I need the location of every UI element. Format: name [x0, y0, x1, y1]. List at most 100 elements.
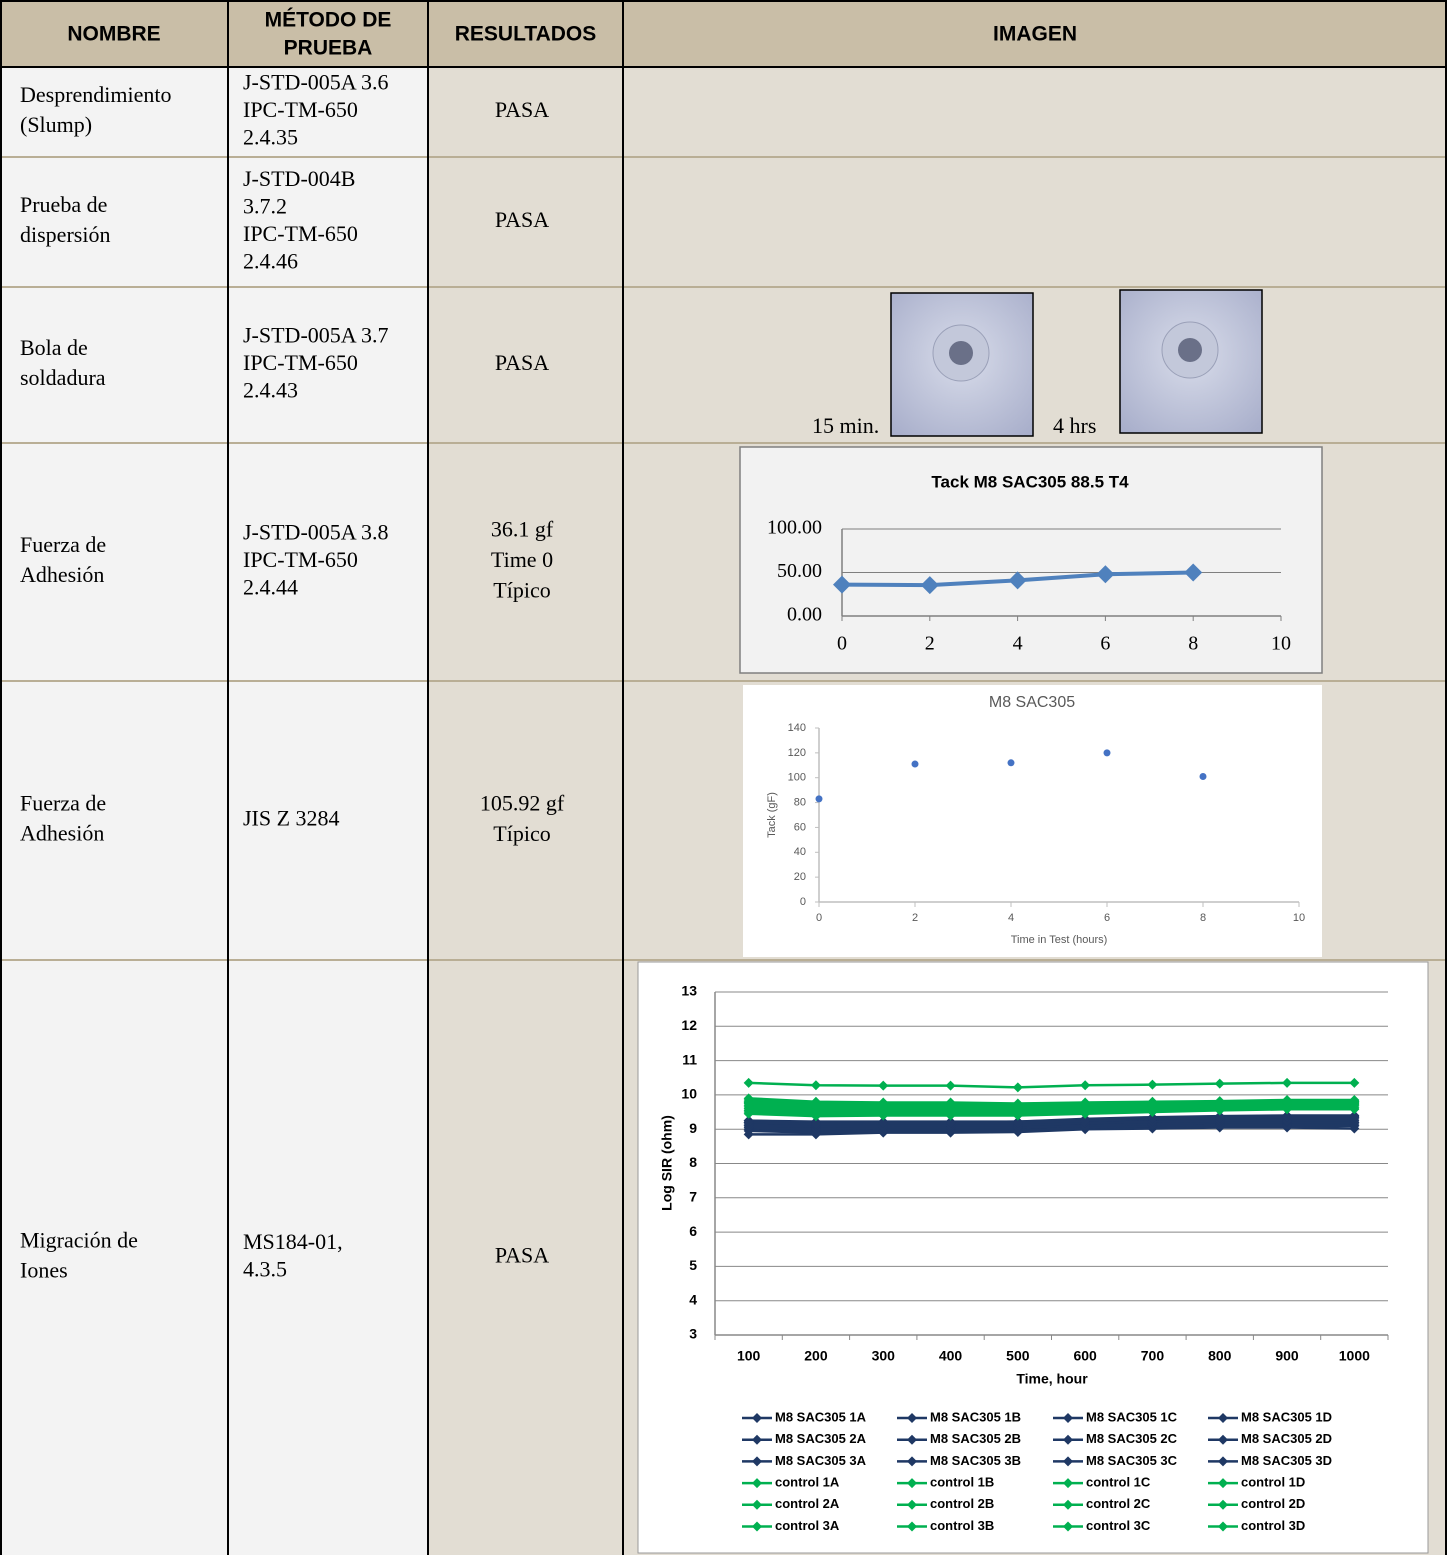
y-tick-label: 4 [689, 1291, 697, 1307]
x-tick-label: 800 [1208, 1348, 1232, 1364]
y-tick-label: 40 [794, 846, 806, 858]
result-cell: Time 0 [491, 547, 553, 572]
name-cell: Prueba de [20, 192, 107, 217]
y-tick-label: 6 [689, 1223, 697, 1239]
x-tick-label: 600 [1073, 1348, 1097, 1364]
cell-bg [428, 157, 1447, 287]
x-tick-label: 10 [1293, 912, 1305, 924]
y-tick-label: 10 [681, 1086, 697, 1102]
method-cell: J-STD-005A 3.7 [243, 323, 388, 348]
x-tick-label: 6 [1104, 912, 1110, 924]
header-cell: PRUEBA [284, 37, 373, 60]
legend-label: control 2C [1086, 1496, 1151, 1511]
legend-label: control 3D [1241, 1518, 1305, 1533]
point [912, 761, 919, 768]
x-tick-label: 2 [912, 912, 918, 924]
x-tick-label: 4 [1013, 633, 1023, 655]
method-cell: IPC-TM-650 [243, 350, 358, 375]
legend-label: M8 SAC305 1B [930, 1409, 1021, 1424]
legend-label: control 3B [930, 1518, 994, 1533]
legend-label: M8 SAC305 3D [1241, 1453, 1332, 1468]
x-tick-label: 10 [1271, 633, 1291, 655]
y-tick-label: 20 [794, 871, 806, 883]
photo-ball [949, 341, 973, 365]
legend-label: control 1A [775, 1475, 840, 1490]
x-axis-title: Time, hour [1016, 1371, 1088, 1387]
x-tick-label: 500 [1006, 1348, 1030, 1364]
y-tick-label: 3 [689, 1326, 697, 1342]
x-tick-label: 6 [1100, 633, 1110, 655]
page: NOMBREMÉTODO DEPRUEBARESULTADOSIMAGENDes… [0, 0, 1447, 1555]
x-tick-label: 2 [925, 633, 935, 655]
y-tick-label: 80 [794, 796, 806, 808]
result-cell: Típico [493, 821, 550, 846]
method-cell: MS184-01, [243, 1229, 343, 1254]
method-cell: 2.4.46 [243, 248, 298, 273]
caption: 4 hrs [1053, 413, 1096, 438]
result-cell: Típico [493, 578, 550, 603]
y-tick-label: 12 [681, 1017, 697, 1033]
y-tick-label: 13 [681, 983, 697, 999]
point [816, 795, 823, 802]
legend-label: M8 SAC305 1C [1086, 1409, 1178, 1424]
legend-label: control 2A [775, 1496, 840, 1511]
method-cell: J-STD-004B [243, 166, 355, 191]
result-cell: 36.1 gf [491, 517, 554, 542]
legend-label: M8 SAC305 2D [1241, 1431, 1332, 1446]
legend-label: control 3A [775, 1518, 840, 1533]
method-cell: IPC-TM-650 [243, 547, 358, 572]
header-cell: NOMBRE [67, 23, 160, 46]
x-tick-label: 1000 [1339, 1348, 1370, 1364]
x-tick-label: 900 [1275, 1348, 1299, 1364]
legend-label: M8 SAC305 3B [930, 1453, 1021, 1468]
result-cell: PASA [495, 1243, 549, 1268]
name-cell: Adhesión [20, 821, 104, 846]
name-cell: Bola de [20, 335, 88, 360]
header-bg [0, 0, 1447, 67]
name-cell: Iones [20, 1258, 68, 1283]
legend-label: M8 SAC305 2B [930, 1431, 1021, 1446]
header-cell: RESULTADOS [455, 23, 597, 46]
legend-label: M8 SAC305 2C [1086, 1431, 1178, 1446]
y-tick-label: 140 [788, 722, 806, 734]
y-axis-title: Tack (gF) [766, 792, 778, 838]
chart-frame [743, 685, 1322, 957]
name-cell: Desprendimiento [20, 82, 172, 107]
legend-label: M8 SAC305 3C [1086, 1453, 1178, 1468]
y-tick-label: 11 [682, 1051, 697, 1067]
chart-title: M8 SAC305 [989, 694, 1075, 711]
y-tick-label: 5 [689, 1257, 697, 1273]
result-cell: PASA [495, 350, 549, 375]
result-cell: PASA [495, 97, 549, 122]
method-cell: 2.4.43 [243, 378, 298, 403]
y-tick-label: 100.00 [767, 517, 822, 539]
cell-bg [428, 67, 1447, 157]
x-tick-label: 100 [737, 1348, 761, 1364]
legend-label: control 1D [1241, 1475, 1305, 1490]
point [1008, 759, 1015, 766]
method-cell: 3.7.2 [243, 193, 287, 218]
photo-ball [1178, 338, 1202, 362]
name-cell: Adhesión [20, 562, 104, 587]
method-cell: 4.3.5 [243, 1256, 287, 1281]
method-cell: 2.4.35 [243, 125, 298, 150]
point [1104, 749, 1111, 756]
x-tick-label: 400 [939, 1348, 963, 1364]
y-tick-label: 7 [689, 1189, 697, 1205]
legend-label: control 2D [1241, 1496, 1305, 1511]
y-tick-label: 0.00 [787, 604, 822, 626]
legend-label: control 2B [930, 1496, 994, 1511]
method-cell: JIS Z 3284 [243, 806, 340, 831]
x-tick-label: 0 [816, 912, 822, 924]
chart-title: Tack M8 SAC305 88.5 T4 [931, 472, 1129, 491]
result-cell: 105.92 gf [480, 790, 565, 815]
y-tick-label: 60 [794, 821, 806, 833]
name-cell: dispersión [20, 222, 110, 247]
caption: 15 min. [812, 413, 879, 438]
name-cell: Fuerza de [20, 532, 106, 557]
method-cell: J-STD-005A 3.8 [243, 520, 388, 545]
legend-label: M8 SAC305 1D [1241, 1409, 1332, 1424]
method-cell: IPC-TM-650 [243, 221, 358, 246]
name-cell: (Slump) [20, 112, 92, 137]
legend-label: M8 SAC305 2A [775, 1431, 867, 1446]
